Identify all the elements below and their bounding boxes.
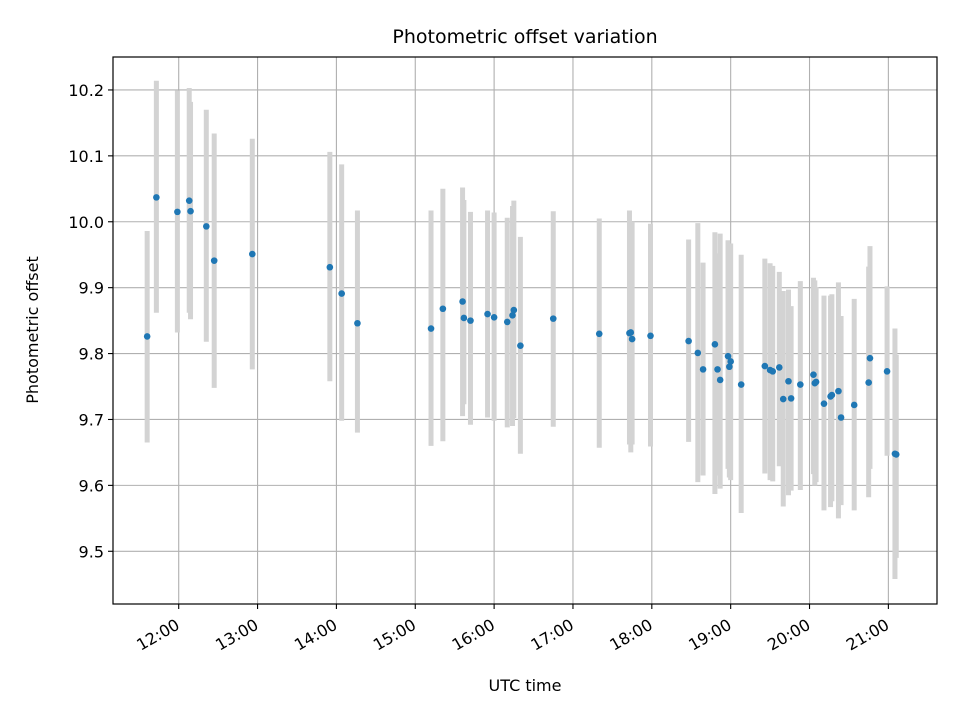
x-axis-label: UTC time [489,676,562,695]
data-point [510,306,518,314]
data-point [727,358,734,365]
x-tick-label: 20:00 [764,615,813,655]
x-tick-label: 12:00 [133,615,182,655]
data-point [761,362,769,370]
data-point [628,335,636,343]
data-point [427,325,435,332]
chart-title: Photometric offset variation [392,26,657,48]
data-point [459,298,466,305]
data-point [203,223,210,230]
x-axis-ticks: 12:00 13:00 14:00 15:00 16:00 17:00 18:00 19:00… [133,604,892,655]
data-point [837,414,845,421]
data-points [143,194,900,458]
x-tick-label: 21:00 [843,615,892,655]
x-tick-label: 17:00 [528,615,577,655]
data-point [595,330,603,338]
data-point [785,377,792,385]
data-point [737,381,745,388]
data-point [338,290,345,297]
y-tick-label: 9.7 [79,410,104,429]
data-point [883,368,891,375]
x-tick-label: 19:00 [685,615,734,655]
data-point [549,315,557,322]
data-point [769,368,777,375]
data-point [503,318,511,326]
data-point [484,310,491,318]
data-point [517,342,524,349]
data-point [647,332,654,340]
y-tick-label: 10.1 [68,147,104,166]
plot-frame [112,56,938,605]
data-point [797,381,804,388]
data-point [779,395,787,403]
y-tick-label: 9.9 [79,279,104,298]
x-tick-label: 15:00 [370,615,419,655]
data-point [174,208,181,216]
y-tick-label: 10.0 [68,213,104,232]
data-point [828,391,836,399]
data-point [627,329,635,336]
x-tick-label: 16:00 [449,615,498,655]
data-point [711,341,719,348]
data-point [467,317,474,324]
y-axis-ticks: 9.5 9.6 9.7 9.8 9.9 10.0 10.1 10.2 [68,81,113,561]
x-tick-label: 14:00 [291,615,340,655]
y-tick-label: 9.8 [79,345,104,364]
data-point [787,395,795,402]
y-tick-label: 9.5 [79,542,104,561]
data-point [460,314,468,322]
data-point [490,314,498,321]
data-point [850,401,858,409]
data-point [187,207,194,215]
data-point [249,250,256,258]
data-point [865,379,872,386]
data-point [812,378,820,386]
data-point [439,305,447,313]
data-point [153,194,160,201]
data-point [210,257,218,264]
data-point [143,333,151,340]
data-point [866,354,874,362]
data-point [726,363,733,371]
data-point [820,400,828,407]
data-point [185,197,193,204]
y-tick-label: 9.6 [79,476,104,495]
x-tick-label: 13:00 [212,615,261,655]
y-tick-label: 10.2 [68,81,104,100]
data-point [714,366,721,373]
data-point [835,387,842,395]
data-point [892,451,900,458]
data-point [699,366,707,373]
data-point [716,376,724,384]
data-point [775,364,783,371]
data-point [724,352,732,360]
data-point [354,319,361,327]
y-axis-label: Photometric offset [23,256,42,404]
data-point [685,337,692,345]
data-point [326,263,334,271]
data-point [694,349,702,357]
data-point [810,371,817,378]
x-tick-label: 18:00 [606,615,655,655]
data-point [509,312,516,319]
